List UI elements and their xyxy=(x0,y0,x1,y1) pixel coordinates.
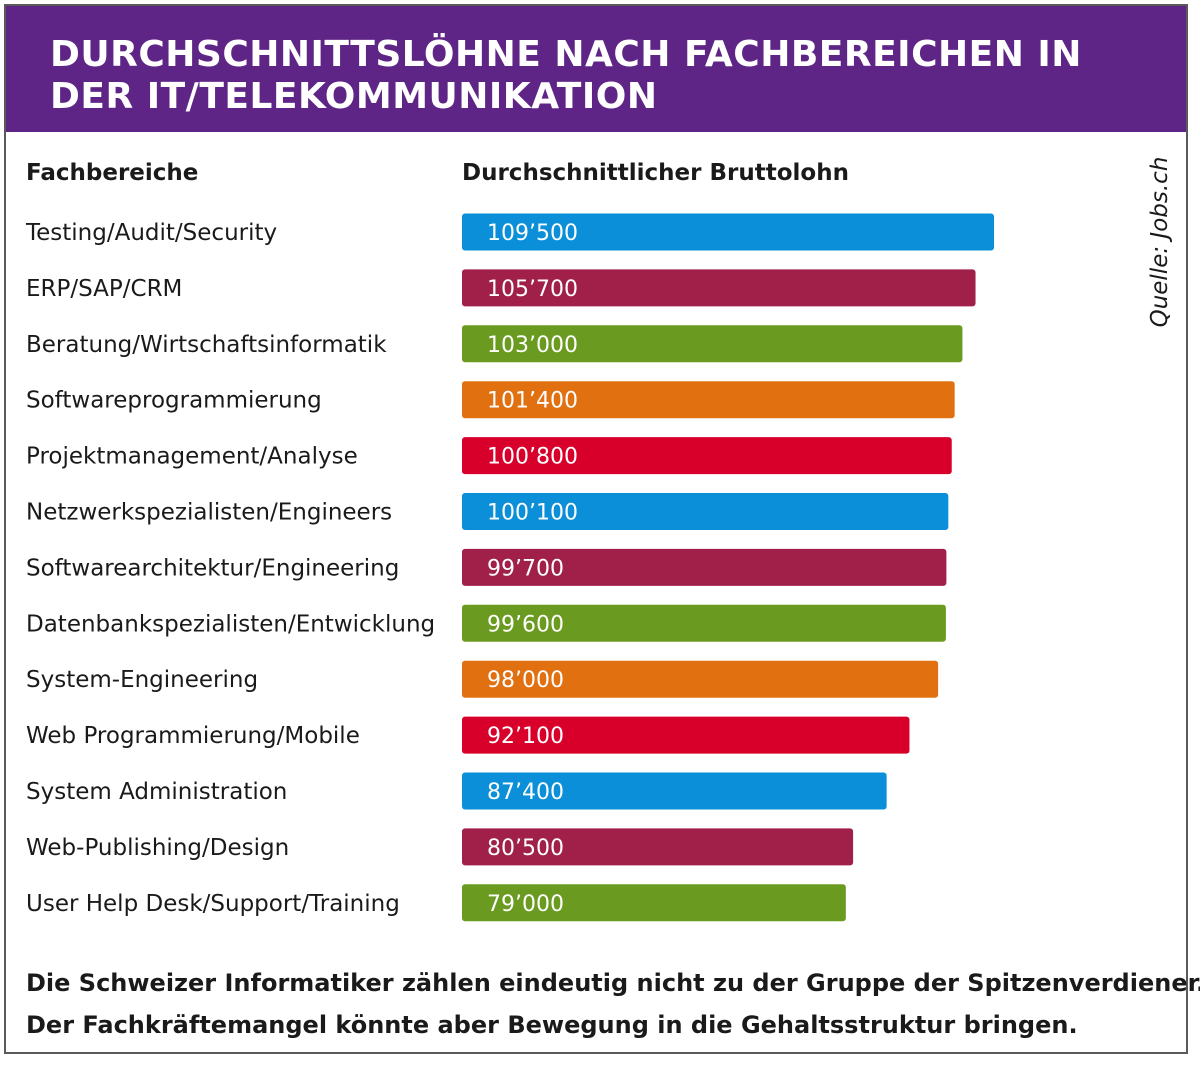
value-label: 109’500 xyxy=(487,221,578,246)
value-label: 100’800 xyxy=(487,445,578,470)
category-label: Testing/Audit/Security xyxy=(25,220,277,246)
category-label: Web-Publishing/Design xyxy=(26,835,289,861)
bar xyxy=(462,213,994,251)
category-label: Softwareprogrammierung xyxy=(26,388,322,414)
category-label: Web Programmierung/Mobile xyxy=(26,723,360,749)
bar xyxy=(462,884,846,922)
value-label: 80’500 xyxy=(487,836,564,861)
chart-frame xyxy=(4,4,1188,1054)
category-label: ERP/SAP/CRM xyxy=(26,276,182,302)
bar xyxy=(462,269,976,307)
bar xyxy=(462,437,952,475)
value-label: 87’400 xyxy=(487,780,564,805)
bar xyxy=(462,660,939,698)
value-label: 79’000 xyxy=(487,892,564,917)
value-label: 103’000 xyxy=(487,333,578,358)
category-label: Datenbankspezialisten/Entwicklung xyxy=(26,611,435,637)
value-label: 99’600 xyxy=(487,612,564,637)
bar xyxy=(462,828,854,866)
category-label: Projektmanagement/Analyse xyxy=(26,444,358,470)
bar xyxy=(462,716,910,754)
category-label: Softwarearchitektur/Engineering xyxy=(26,555,399,581)
value-label: 99’700 xyxy=(487,556,564,581)
category-label: Beratung/Wirtschaftsinformatik xyxy=(26,332,387,358)
chart-title: DURCHSCHNITTSLÖHNE NACH FACHBEREICHEN IN… xyxy=(50,34,1082,117)
category-label: User Help Desk/Support/Training xyxy=(26,891,400,917)
value-label: 105’700 xyxy=(487,277,578,302)
footer-line-1: Die Schweizer Informatiker zählen eindeu… xyxy=(26,969,1200,997)
category-label: Netzwerkspezialisten/Engineers xyxy=(26,500,392,526)
bar xyxy=(462,381,955,419)
footer-line-2: Der Fachkräftemangel könnte aber Bewegun… xyxy=(26,1011,1078,1039)
footer-note: Die Schweizer Informatiker zählen eindeu… xyxy=(26,962,1200,1046)
value-label: 101’400 xyxy=(487,389,578,414)
bar xyxy=(462,325,963,363)
category-column-header: Fachbereiche xyxy=(26,160,199,186)
value-column-header: Durchschnittlicher Bruttolohn xyxy=(462,160,849,186)
category-label: System Administration xyxy=(26,779,287,805)
bar xyxy=(462,772,887,810)
title-banner: DURCHSCHNITTSLÖHNE NACH FACHBEREICHEN IN… xyxy=(6,6,1186,132)
bar xyxy=(462,604,946,642)
bar xyxy=(462,548,947,586)
bar xyxy=(462,493,949,530)
value-label: 100’100 xyxy=(487,501,578,526)
value-label: 92’100 xyxy=(487,724,564,749)
category-label: System-Engineering xyxy=(26,667,258,693)
value-label: 98’000 xyxy=(487,668,564,693)
